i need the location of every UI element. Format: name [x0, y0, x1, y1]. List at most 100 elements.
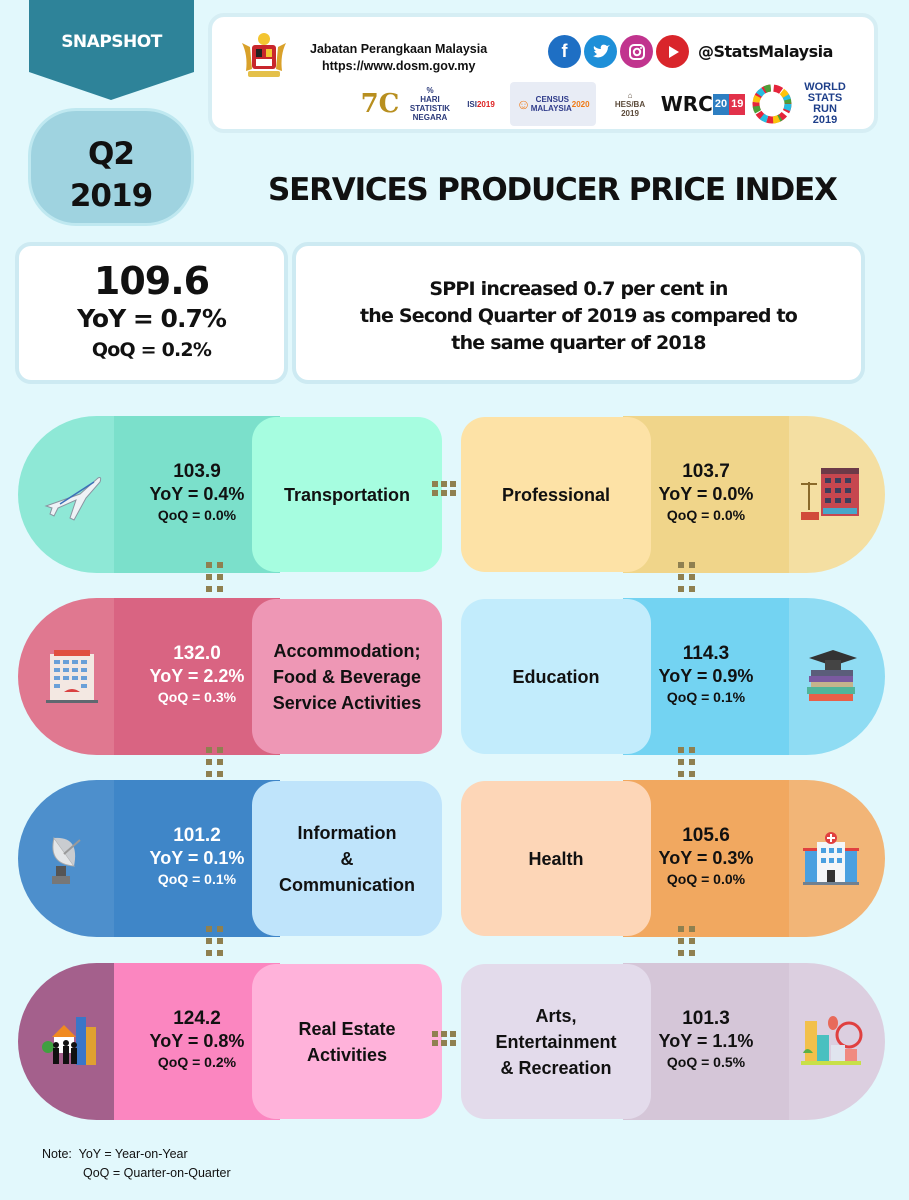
logo-world-stats-run: WORLD STATS RUN 2019 — [804, 81, 846, 126]
sector-qoq: QoQ = 0.5% — [666, 1054, 746, 1070]
connector-dots — [432, 481, 456, 496]
sector-name-line: Information — [297, 822, 397, 843]
sector-card: 103.9 YoY = 0.4% QoQ = 0.0% Transportati… — [18, 416, 442, 578]
sector-capsule: 101.2 YoY = 0.1% QoQ = 0.1% — [18, 780, 280, 937]
footnote: Note: YoY = Year-on-Year QoQ = Quarter-o… — [42, 1145, 231, 1183]
note-prefix: Note: — [42, 1147, 72, 1161]
instagram-icon[interactable] — [620, 35, 653, 68]
social-links: f @StatsMalaysia — [548, 35, 833, 68]
sector-stats: 101.3 YoY = 1.1% QoQ = 0.5% — [623, 1007, 789, 1072]
sector-name-line: & — [340, 848, 354, 869]
sector-name-line: Arts, — [535, 1005, 577, 1026]
sector-label-box: Real Estate Activities — [252, 964, 442, 1119]
sector-qoq: QoQ = 0.0% — [666, 871, 746, 887]
sector-capsule: 105.6 YoY = 0.3% QoQ = 0.0% — [623, 780, 885, 937]
snapshot-ribbon: SNAPSHOT — [29, 0, 194, 100]
sector-qoq: QoQ = 0.2% — [157, 1054, 237, 1070]
sector-name-line: Health — [528, 848, 584, 869]
sector-index: 103.7 — [682, 461, 730, 482]
facebook-icon[interactable]: f — [548, 35, 581, 68]
header-logo-box: Jabatan Perangkaan Malaysia https://www.… — [208, 13, 878, 133]
sector-name-line: Education — [512, 666, 600, 687]
sector-qoq: QoQ = 0.1% — [666, 689, 746, 705]
connector-dots — [206, 562, 223, 592]
sector-yoy: YoY = 0.3% — [658, 848, 754, 868]
sector-index: 132.0 — [173, 643, 221, 664]
sector-capsule: 101.3 YoY = 1.1% QoQ = 0.5% — [623, 963, 885, 1120]
sector-index: 124.2 — [173, 1008, 221, 1029]
connector-dots — [678, 562, 695, 592]
sector-name-line: Professional — [501, 484, 611, 505]
sector-label-box: Transportation — [252, 417, 442, 572]
sector-stats: 124.2 YoY = 0.8% QoQ = 0.2% — [114, 1007, 280, 1072]
youtube-icon[interactable] — [656, 35, 689, 68]
connector-dots — [206, 747, 223, 777]
sector-stats: 114.3 YoY = 0.9% QoQ = 0.1% — [623, 642, 789, 707]
twitter-icon[interactable] — [584, 35, 617, 68]
logo-sdg-malaysia — [750, 82, 794, 126]
sector-yoy: YoY = 2.2% — [149, 666, 245, 686]
note-qoq-def: QoQ = Quarter-on-Quarter — [83, 1166, 231, 1180]
logo-70-years: 7C — [360, 88, 400, 119]
summary-statement-box: SPPI increased 0.7 per cent in the Secon… — [292, 242, 865, 384]
sector-qoq: QoQ = 0.3% — [157, 689, 237, 705]
sector-card: 103.7 YoY = 0.0% QoQ = 0.0% Professional — [461, 416, 885, 578]
sector-label-box: Professional — [461, 417, 651, 572]
sector-index: 114.3 — [682, 643, 730, 664]
coat-of-arms-icon — [242, 33, 286, 77]
sector-card: 114.3 YoY = 0.9% QoQ = 0.1% Education — [461, 598, 885, 760]
snapshot-label: SNAPSHOT — [61, 32, 162, 52]
logo-hari-statistik: % HARI STATISTIK NEGARA — [409, 86, 451, 122]
sector-yoy: YoY = 0.0% — [658, 484, 754, 504]
sector-name-line: Activities — [306, 1044, 388, 1065]
sector-name-line: Accommodation; — [273, 640, 421, 661]
sector-name-line: Real Estate — [298, 1018, 396, 1039]
sector-yoy: YoY = 0.4% — [149, 484, 245, 504]
social-handle[interactable]: @StatsMalaysia — [698, 42, 833, 61]
overall-index-value: 109.6 — [93, 259, 210, 303]
hotel-icon — [40, 646, 104, 706]
logo-census-2020: ☺ CENSUS MALAYSIA 2020 — [510, 82, 596, 126]
summary-line: the Second Quarter of 2019 as compared t… — [359, 305, 798, 327]
sector-name-line: Service Activities — [272, 692, 422, 713]
sector-index: 101.2 — [173, 825, 221, 846]
sector-yoy: YoY = 1.1% — [658, 1031, 754, 1051]
amusement-park-icon — [799, 1011, 863, 1071]
airplane-icon — [40, 464, 104, 524]
quarter-label: Q2 — [88, 136, 135, 172]
sector-yoy: YoY = 0.8% — [149, 1031, 245, 1051]
sector-capsule: 103.7 YoY = 0.0% QoQ = 0.0% — [623, 416, 885, 573]
org-url[interactable]: https://www.dosm.gov.my — [322, 59, 476, 73]
sector-name-line: Transportation — [283, 484, 410, 505]
overall-qoq: QoQ = 0.2% — [91, 339, 212, 361]
graduation-books-icon — [799, 646, 863, 706]
partner-logos: 7C % HARI STATISTIK NEGARA ISI 2019 ☺ CENSU… — [360, 81, 848, 127]
sector-label-box: Education — [461, 599, 651, 754]
logo-wrc-2019: WRC 20 19 — [660, 91, 746, 116]
sector-stats: 103.7 YoY = 0.0% QoQ = 0.0% — [623, 460, 789, 525]
sector-stats: 103.9 YoY = 0.4% QoQ = 0.0% — [114, 460, 280, 525]
sector-name-line: Communication — [278, 874, 415, 895]
sector-name-line: Food & Beverage — [272, 666, 422, 687]
capsule-end — [18, 416, 114, 573]
overall-index-box: 109.6 YoY = 0.7% QoQ = 0.2% — [15, 242, 288, 384]
law-building-icon — [799, 464, 863, 524]
sector-qoq: QoQ = 0.0% — [666, 507, 746, 523]
sector-capsule: 103.9 YoY = 0.4% QoQ = 0.0% — [18, 416, 280, 573]
sector-label-box: Health — [461, 781, 651, 936]
page-title: SERVICES PRODUCER PRICE INDEX — [268, 172, 838, 208]
satellite-dish-icon — [40, 828, 104, 888]
sector-card: 105.6 YoY = 0.3% QoQ = 0.0% Health — [461, 780, 885, 942]
sector-label-box: Information & Communication — [252, 781, 442, 936]
connector-dots — [206, 926, 223, 956]
logo-hesba-2019: ⌂ HES/BA 2019 — [614, 90, 646, 118]
sector-index: 105.6 — [682, 825, 730, 846]
year-label: 2019 — [69, 178, 153, 214]
logo-isi-2019: ISI 2019 — [467, 99, 495, 109]
sector-index: 103.9 — [173, 461, 221, 482]
connector-dots — [432, 1031, 456, 1046]
sector-qoq: QoQ = 0.0% — [157, 507, 237, 523]
connector-dots — [678, 747, 695, 777]
sector-label-box: Accommodation; Food & Beverage Service Act… — [252, 599, 442, 754]
summary-line: the same quarter of 2018 — [451, 332, 706, 354]
